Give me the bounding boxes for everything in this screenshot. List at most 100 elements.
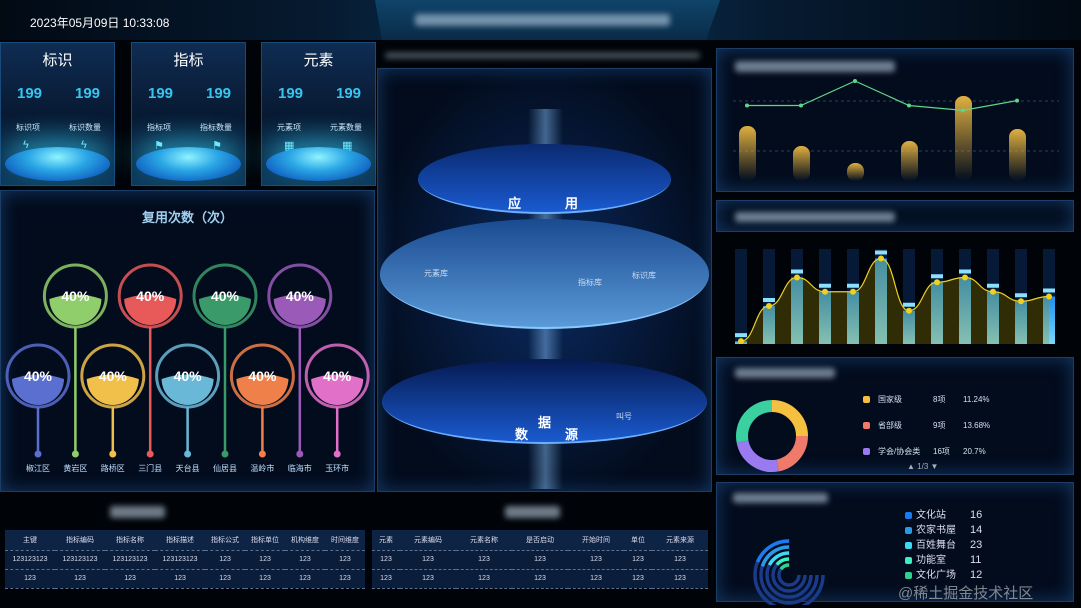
- bar[interactable]: [763, 306, 775, 344]
- line-point[interactable]: [766, 303, 772, 309]
- column-header[interactable]: 指标编码: [55, 530, 106, 551]
- watermark: @稀土掘金技术社区: [898, 585, 1034, 602]
- level-name: 省部级: [878, 421, 902, 430]
- identifier-library[interactable]: 标识库: [632, 271, 656, 280]
- venue-ring-chart: [753, 539, 825, 605]
- bar[interactable]: [1015, 301, 1027, 344]
- bar[interactable]: [959, 277, 971, 345]
- card-label-count: 元素数量: [330, 123, 362, 132]
- line-point[interactable]: [878, 255, 884, 262]
- table-cell: 123: [456, 550, 512, 570]
- legend-pager[interactable]: ▲ 1/3 ▼: [907, 462, 939, 471]
- lightning-icon: ϟ: [81, 139, 87, 151]
- reuse-ring: [42, 263, 108, 329]
- line-point[interactable]: [794, 274, 800, 281]
- reuse-percent: 40%: [286, 288, 315, 304]
- card-value-items: 199: [17, 85, 43, 102]
- venue-legend-item[interactable]: 功能室 11: [905, 554, 981, 567]
- bar[interactable]: [1009, 129, 1026, 181]
- reuse-fill: [124, 294, 177, 325]
- line-point[interactable]: [1018, 298, 1024, 305]
- venue-legend-item[interactable]: 百姓舞台 23: [905, 539, 982, 552]
- line-point[interactable]: [738, 338, 744, 345]
- card-title: 标识: [42, 52, 73, 69]
- level-legend-item[interactable]: 省部级 9项 13.68%: [863, 420, 990, 431]
- line-point[interactable]: [961, 108, 965, 113]
- line-point[interactable]: [850, 288, 856, 295]
- bar[interactable]: [955, 96, 972, 181]
- bar[interactable]: [987, 291, 999, 344]
- line-point[interactable]: [1046, 293, 1052, 300]
- ring-arc[interactable]: [775, 561, 803, 589]
- column-header[interactable]: 机构维度: [285, 530, 325, 551]
- ring-arc[interactable]: [766, 552, 811, 597]
- bar-cap: [791, 269, 803, 274]
- column-header[interactable]: 时间维度: [324, 530, 365, 551]
- donut-slice[interactable]: [776, 435, 808, 472]
- line-point[interactable]: [822, 288, 828, 295]
- line-point[interactable]: [1015, 98, 1019, 103]
- reuse-percent: 40%: [174, 368, 203, 384]
- table-cell: 123: [512, 550, 568, 570]
- line-point[interactable]: [853, 79, 857, 83]
- bar[interactable]: [739, 126, 756, 181]
- level-legend-item[interactable]: 学会/协会类 16项 20.7%: [863, 446, 986, 457]
- table-cell: 123: [652, 569, 708, 589]
- column-header[interactable]: 元素: [372, 530, 400, 551]
- venue-legend-item[interactable]: 文化广场 12: [905, 569, 982, 582]
- column-header[interactable]: 指标描述: [155, 530, 206, 551]
- element-library[interactable]: 元素库: [424, 269, 448, 278]
- venue-name: 农家书屋: [916, 525, 956, 536]
- column-header[interactable]: 指标名称: [105, 530, 156, 551]
- column-header[interactable]: 元素名称: [456, 530, 512, 551]
- bar[interactable]: [931, 282, 943, 344]
- column-header[interactable]: 是否启动: [512, 530, 568, 551]
- table-row[interactable]: 123 123 123 123 123 123 123: [372, 550, 708, 570]
- bar[interactable]: [847, 163, 864, 181]
- card-label-count: 标识数量: [69, 123, 101, 132]
- bar[interactable]: [793, 146, 810, 181]
- bar[interactable]: [875, 258, 887, 345]
- indicator-library[interactable]: 指标库: [578, 278, 602, 287]
- line-point[interactable]: [962, 274, 968, 281]
- bar[interactable]: [901, 141, 918, 181]
- table-cell: 123: [400, 550, 456, 570]
- glowing-pedestal: [266, 147, 371, 181]
- line-point[interactable]: [906, 307, 912, 314]
- column-header[interactable]: 开始时间: [568, 530, 624, 551]
- reuse-title: 复用次数（次）: [141, 210, 233, 225]
- card-label-items: 标识项: [16, 123, 40, 132]
- level-legend-item[interactable]: 国家级 8项 11.24%: [863, 394, 990, 405]
- bar[interactable]: [791, 277, 803, 345]
- bar[interactable]: [1043, 296, 1055, 345]
- column-header[interactable]: 元素编码: [400, 530, 456, 551]
- venue-legend-item[interactable]: 文化站 16: [905, 509, 982, 522]
- line-point[interactable]: [990, 288, 996, 295]
- table-row[interactable]: 123 123 123 123 123 123 123: [372, 569, 708, 589]
- reuse-region-label: 黄岩区: [63, 463, 87, 473]
- reuse-ring: [267, 263, 333, 329]
- line-point[interactable]: [745, 103, 749, 108]
- table-row[interactable]: 123 123 123 123 123 123 123 123: [5, 569, 365, 589]
- right-table-title-blurred: [505, 506, 560, 518]
- bar[interactable]: [847, 291, 859, 344]
- table-cell: 123: [155, 569, 206, 589]
- venue-legend-item[interactable]: 农家书屋 14: [905, 524, 982, 537]
- venue-title-blurred: [733, 493, 828, 503]
- column-header[interactable]: 主键: [5, 530, 56, 551]
- column-header[interactable]: 指标单位: [245, 530, 285, 551]
- table-cell: 123: [285, 569, 325, 589]
- bar-background: [735, 249, 747, 344]
- donut-slice[interactable]: [736, 440, 779, 472]
- table-row[interactable]: 123123123 123123123 123123123 123123123 123 1…: [5, 550, 365, 570]
- line-point[interactable]: [907, 103, 911, 108]
- bar[interactable]: [819, 291, 831, 344]
- donut-slice[interactable]: [736, 400, 773, 443]
- line-point[interactable]: [799, 103, 803, 108]
- column-header[interactable]: 指标公式: [205, 530, 246, 551]
- donut-slice[interactable]: [771, 400, 808, 437]
- bar[interactable]: [903, 310, 915, 344]
- column-header[interactable]: 元素来源: [652, 530, 708, 551]
- line-point[interactable]: [934, 279, 940, 286]
- column-header[interactable]: 单位: [624, 530, 652, 551]
